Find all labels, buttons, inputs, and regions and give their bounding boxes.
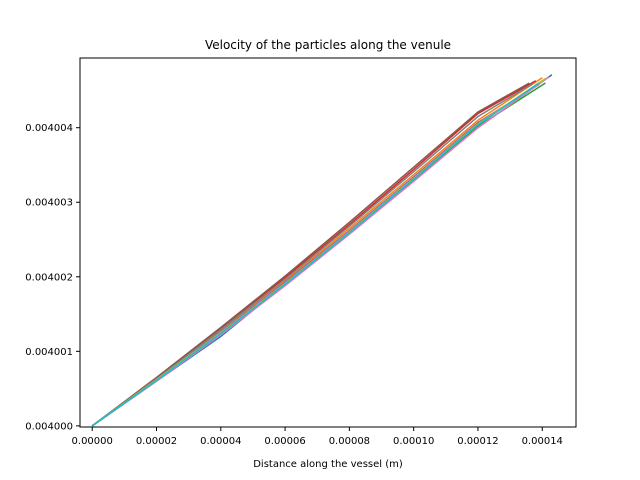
x-tick-label: 0.00004 [200,436,241,447]
x-axis-label: Distance along the vessel (m) [253,459,403,470]
series-line-10 [91,82,540,427]
y-axis: 0.004000 0.004001 0.004002 0.004003 0.004004 [25,123,80,432]
y-tick-label: 0.004001 [25,347,73,358]
y-tick-label: 0.004002 [25,272,73,283]
series-layer [91,74,553,427]
x-tick-label: 0.00008 [329,436,370,447]
y-tick-label: 0.004003 [25,198,73,209]
x-tick-label: 0.00014 [522,436,563,447]
x-tick-label: 0.00002 [136,436,177,447]
x-axis: 0.00000 0.00002 0.00004 0.00006 0.00008 0.000… [72,427,563,447]
series-line-6 [91,82,530,427]
chart-title: Velocity of the particles along the venu… [205,38,451,52]
x-tick-label: 0.00010 [393,436,434,447]
plot-area [79,57,577,428]
x-tick-label: 0.00012 [457,436,498,447]
x-tick-label: 0.00006 [264,436,305,447]
y-tick-label: 0.004004 [25,123,73,134]
y-tick-label: 0.004000 [25,421,73,432]
x-tick-label: 0.00000 [72,436,113,447]
series-line-8 [91,83,533,427]
axes-frame [79,57,577,428]
